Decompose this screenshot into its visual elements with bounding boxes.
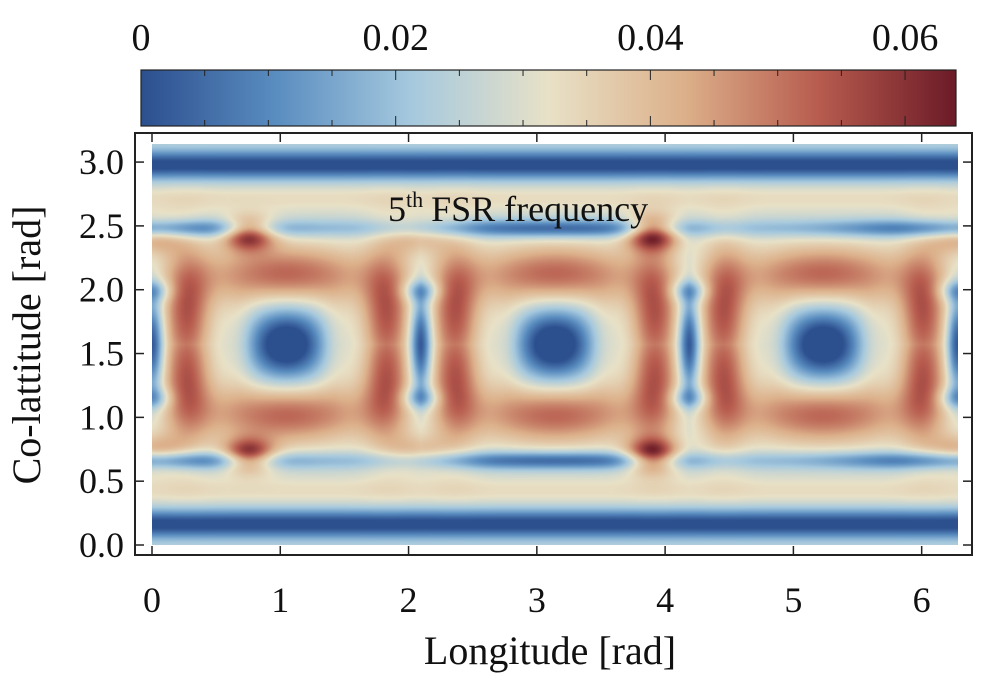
x-axis-label: Longitude [rad]: [424, 628, 676, 673]
colorbar-gradient: [140, 69, 957, 127]
x-tick-label: 3: [528, 580, 546, 620]
colorbar-minor-ticks: [140, 70, 906, 126]
x-axis-tick-labels: 0 1 2 3 4 5 6: [143, 580, 931, 620]
colorbar: 0 0.02 0.04 0.06: [132, 17, 957, 127]
x-tick-label: 2: [400, 580, 418, 620]
y-tick-label: 1.0: [79, 397, 124, 437]
x-tick-label: 6: [913, 580, 931, 620]
y-axis-ticks: [135, 161, 972, 546]
x-axis-ticks: [151, 133, 923, 555]
frequency-annotation: 5th FSR frequency: [388, 187, 648, 229]
y-tick-label: 0.5: [79, 461, 124, 501]
colorbar-tick-labels: 0 0.02 0.04 0.06: [132, 17, 939, 59]
y-tick-label: 2.0: [79, 270, 124, 310]
heatmap-image: [152, 144, 958, 545]
x-tick-label: 5: [784, 580, 802, 620]
colorbar-tick-label: 0: [132, 17, 151, 59]
colorbar-tick-label: 0.06: [872, 17, 939, 59]
heatmap-canvas: [152, 144, 958, 545]
y-tick-label: 2.5: [79, 206, 124, 246]
x-tick-label: 1: [271, 580, 289, 620]
colorbar-tick-label: 0.02: [362, 17, 429, 59]
x-tick-label: 4: [656, 580, 674, 620]
y-tick-label: 0.0: [79, 525, 124, 565]
annotation-text: FSR frequency: [431, 189, 648, 229]
y-tick-label: 1.5: [79, 334, 124, 374]
colorbar-tick-label: 0.04: [617, 17, 684, 59]
y-tick-label: 3.0: [79, 142, 124, 182]
y-axis-tick-labels: 0.0 0.5 1.0 1.5 2.0 2.5 3.0: [79, 142, 124, 565]
annotation-order: 5: [388, 189, 406, 229]
x-tick-label: 0: [143, 580, 161, 620]
y-axis-label: Co-lattitude [rad]: [4, 206, 49, 485]
annotation-superscript: th: [406, 187, 423, 212]
